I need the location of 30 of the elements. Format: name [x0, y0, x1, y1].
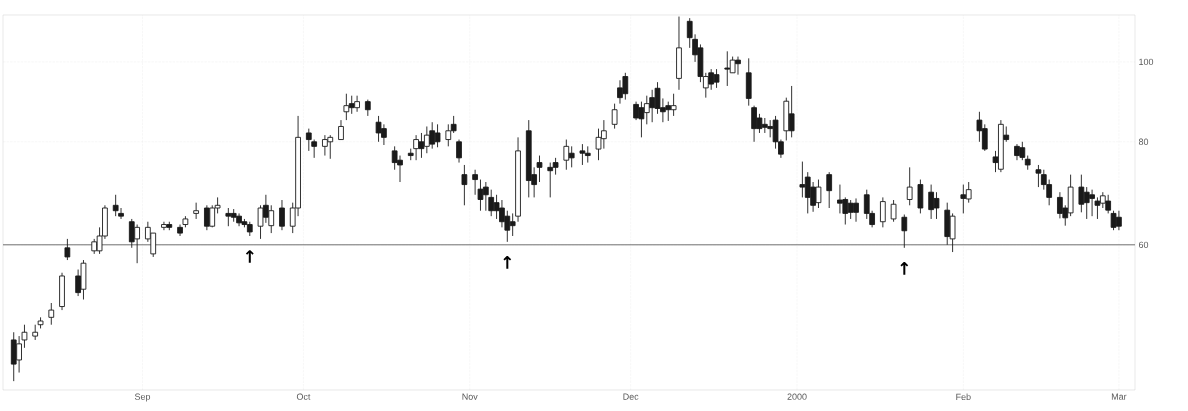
annotation: ↑ — [900, 262, 909, 275]
candlestick — [338, 119, 344, 141]
candlestick — [279, 199, 285, 231]
candlestick — [343, 93, 350, 121]
candlestick — [611, 103, 618, 130]
candlestick — [917, 179, 924, 214]
x-tick-label: Nov — [462, 393, 478, 400]
candlestick — [1035, 164, 1042, 188]
candlestick — [461, 164, 468, 206]
candlestick — [193, 202, 199, 220]
candlestick — [112, 194, 119, 217]
x-tick-label: Sep — [134, 393, 151, 402]
x-tick-label: Dec — [623, 393, 639, 400]
annotation: ↑ — [245, 250, 254, 263]
candlestick — [879, 196, 886, 228]
candlestick — [901, 214, 908, 249]
x-tick-label: 2000 — [787, 393, 807, 400]
x-tick-label: Oct — [296, 393, 311, 400]
x-tick-label: Mar — [1111, 393, 1127, 400]
candlestick — [906, 166, 913, 206]
candlestick — [826, 171, 833, 209]
x-tick-label: Feb — [956, 393, 971, 401]
y-tick-label: 60 — [1138, 241, 1149, 248]
annotation: ↑ — [503, 256, 512, 269]
candlestick — [48, 302, 55, 326]
y-tick-label: 100 — [1139, 58, 1154, 66]
y-tick-label: 80 — [1138, 138, 1149, 145]
candlestick — [64, 238, 71, 261]
candlestick — [890, 199, 897, 223]
candlestick — [456, 139, 462, 164]
